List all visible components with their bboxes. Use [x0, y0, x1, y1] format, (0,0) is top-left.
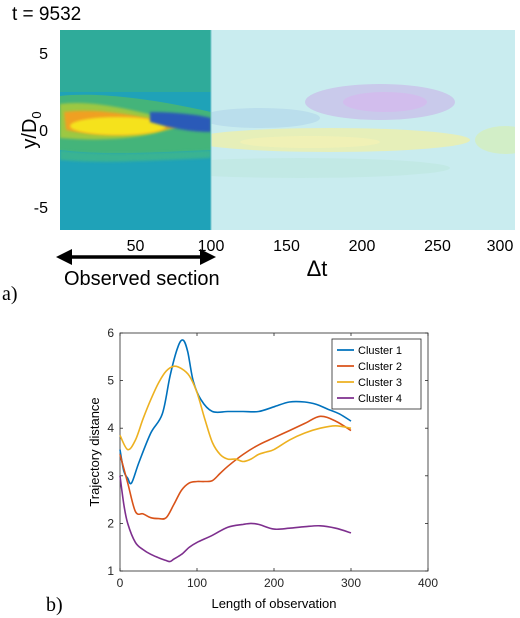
panel-a-y-tick-label: 5 [39, 46, 48, 63]
panel-a-x-tick-label-observed: 50 [127, 238, 145, 255]
panel-b-y-tick-label: 5 [107, 374, 114, 388]
panel-a-y-tick-label: -5 [34, 200, 48, 217]
predicted-pale-blue-lobe [200, 108, 320, 128]
panel-b-x-tick-label: 400 [418, 576, 438, 590]
panel-a-ylabel-subscript: 0 [29, 111, 44, 118]
observed-upper-green [60, 30, 211, 92]
predicted-contours [150, 84, 515, 178]
panel-b-axis-ticks: 0 100 200 300 400 1 2 3 4 5 6 [107, 326, 438, 590]
legend-label-cluster-1: Cluster 1 [358, 345, 402, 357]
wake-low-lobe [150, 112, 211, 132]
panel-b-series-lines [119, 339, 352, 563]
panel-a-x-tick-label: 200 [349, 238, 376, 255]
panel-b-x-tick-label: 100 [187, 576, 207, 590]
series-line-cluster-4 [119, 475, 352, 563]
observed-section-arrow [56, 249, 216, 265]
panel-b-legend: Cluster 1 Cluster 2 Cluster 3 Cluster 4 [331, 338, 422, 410]
panel-b-y-tick-label: 3 [107, 469, 114, 483]
predicted-purple-core [343, 92, 427, 112]
predicted-right-green [475, 126, 515, 154]
predicted-yellow-core [240, 136, 380, 148]
panel-b-y-tick-label: 2 [107, 516, 114, 530]
panel-b-y-tick-label: 4 [107, 421, 114, 435]
panel-a-heatmap [60, 30, 515, 230]
observed-region [60, 30, 211, 230]
panel-b-xlabel: Length of observation [211, 596, 336, 611]
panel-a-ylabel: y/D0 [19, 111, 44, 148]
panel-a-x-tick-label: 100 [198, 238, 225, 255]
panel-a-x-tick-label: 300 [487, 238, 514, 255]
predicted-lower-band [150, 158, 450, 178]
panel-a-x-ticks: 50 100 150 200 250 300 [127, 238, 514, 255]
legend-label-cluster-3: Cluster 3 [358, 377, 402, 389]
panel-a-y-ticks: 5 0 -5 [34, 46, 48, 217]
panel-a-y-tick-label: 0 [39, 123, 48, 140]
observed-lower-green [60, 150, 211, 162]
panel-b-ylabel: Trajectory distance [87, 397, 102, 506]
legend-label-cluster-2: Cluster 2 [358, 361, 402, 373]
panel-b-x-tick-label: 200 [264, 576, 284, 590]
panel-b-y-tick-label: 6 [107, 326, 114, 340]
panel-a-x-tick-label: 150 [273, 238, 300, 255]
panel-a-x-tick-label: 250 [424, 238, 451, 255]
arrow-head-right [200, 249, 216, 265]
panel-b-label: b) [46, 594, 63, 616]
series-line-cluster-3 [119, 365, 352, 463]
panel-b-x-tick-label: 0 [117, 576, 124, 590]
panel-a-xlabel: Δt [307, 256, 328, 281]
observed-section-label: Observed section [64, 268, 220, 290]
legend-label-cluster-4: Cluster 4 [358, 393, 402, 405]
panel-b-x-tick-label: 300 [341, 576, 361, 590]
arrow-head-left [56, 249, 72, 265]
panel-a-time-label: t = 9532 [12, 4, 81, 25]
series-line-cluster-2 [119, 415, 352, 520]
panel-b-y-tick-label: 1 [107, 564, 114, 578]
wake-core [70, 117, 166, 135]
panel-a-label: a) [2, 283, 18, 305]
